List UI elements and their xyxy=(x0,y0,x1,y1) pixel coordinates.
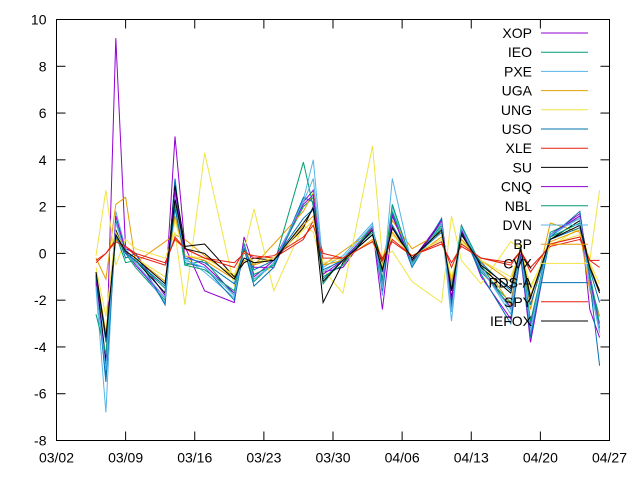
y-tick-label: -6 xyxy=(34,386,47,402)
legend-label: UGA xyxy=(502,83,533,99)
series-line-iefox xyxy=(95,199,601,338)
legend-label: IEO xyxy=(508,44,532,60)
y-tick-label: 2 xyxy=(39,199,47,215)
legend-label: XOP xyxy=(502,25,532,41)
x-tick-label: 03/16 xyxy=(177,450,212,466)
x-tick-label: 04/13 xyxy=(454,450,489,466)
legend-label: BP xyxy=(513,236,532,252)
y-tick-label: 8 xyxy=(39,58,47,74)
legend-label: SU xyxy=(513,159,532,175)
y-tick-label: 10 xyxy=(31,12,47,28)
legend-label: CVX xyxy=(503,255,532,271)
y-tick-label: -8 xyxy=(34,433,47,449)
series-layer xyxy=(95,38,601,413)
x-tick-label: 04/27 xyxy=(592,450,627,466)
legend-label: CNQ xyxy=(501,179,532,195)
y-tick-label: 6 xyxy=(39,105,47,121)
y-tick-label: 4 xyxy=(39,152,47,168)
axis-layer: -8 -6 -4 -2 0 2 4 6 8 10 03/02 03/09 03/16 03/23 03/30… xyxy=(31,12,627,466)
x-tick-label: 03/02 xyxy=(39,450,74,466)
x-tick-label: 03/30 xyxy=(315,450,350,466)
series-line-ung xyxy=(95,145,601,305)
y-tick-label: 0 xyxy=(39,245,47,261)
x-tick-label: 04/20 xyxy=(523,450,558,466)
x-tick-label: 04/06 xyxy=(385,450,420,466)
legend-label: NBL xyxy=(505,198,532,214)
legend: XOP IEO PXE UGA UNG USO XLE SU CNQ NBL DVN BP CVX RDS… xyxy=(488,25,588,329)
y-tick-label: -2 xyxy=(34,292,47,308)
x-tick-label: 03/23 xyxy=(246,450,281,466)
legend-label: UNG xyxy=(501,102,532,118)
legend-label: XLE xyxy=(506,140,532,156)
legend-label: RDS-A xyxy=(488,275,532,291)
legend-label: DVN xyxy=(502,217,532,233)
legend-label: USO xyxy=(502,121,532,137)
legend-label: PXE xyxy=(504,63,532,79)
legend-label: SPY xyxy=(504,294,533,310)
legend-label: IEFOX xyxy=(490,313,533,329)
x-tick-label: 03/09 xyxy=(108,450,143,466)
y-tick-label: -4 xyxy=(34,339,47,355)
